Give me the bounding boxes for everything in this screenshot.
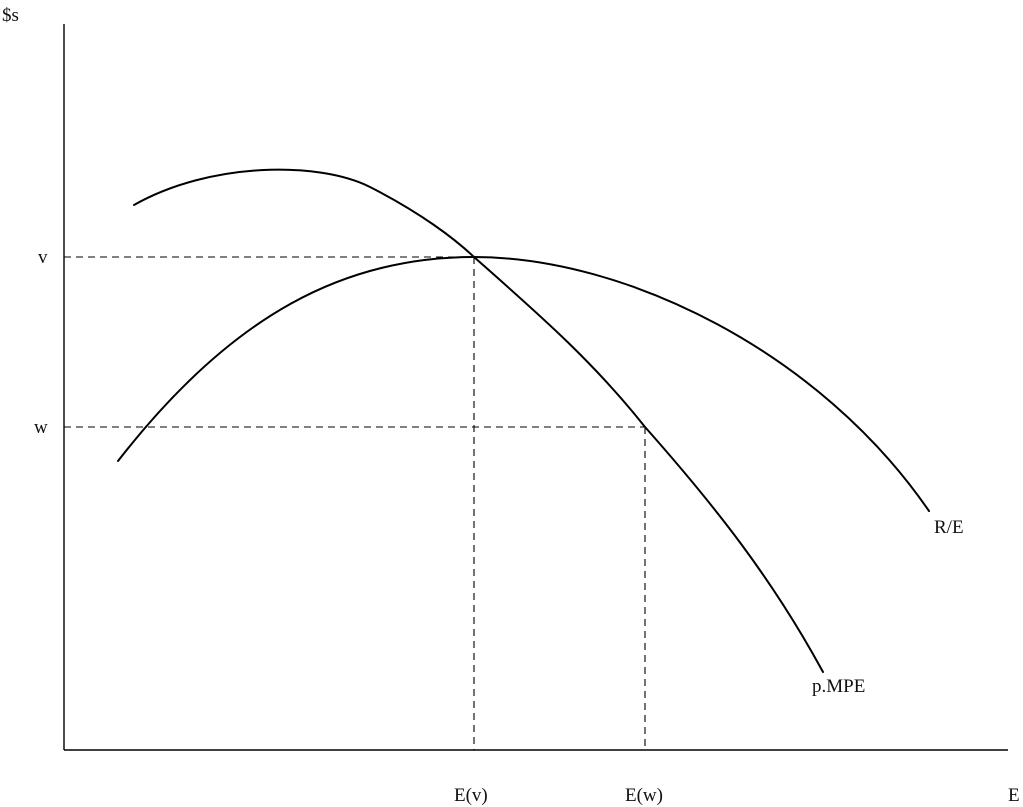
mpe-curve-label: p.MPE: [812, 676, 865, 697]
x-axis-label: E: [1008, 785, 1020, 806]
ev-tick-label: E(v): [454, 785, 488, 806]
v-level-label: v: [38, 247, 48, 268]
re-curve-label: R/E: [934, 517, 964, 538]
w-level-label: w: [34, 417, 48, 438]
ew-tick-label: E(w): [625, 785, 663, 806]
re-curve: [117, 255, 930, 512]
y-axis-label: $s: [2, 5, 19, 26]
mpe-curve: [133, 168, 824, 673]
